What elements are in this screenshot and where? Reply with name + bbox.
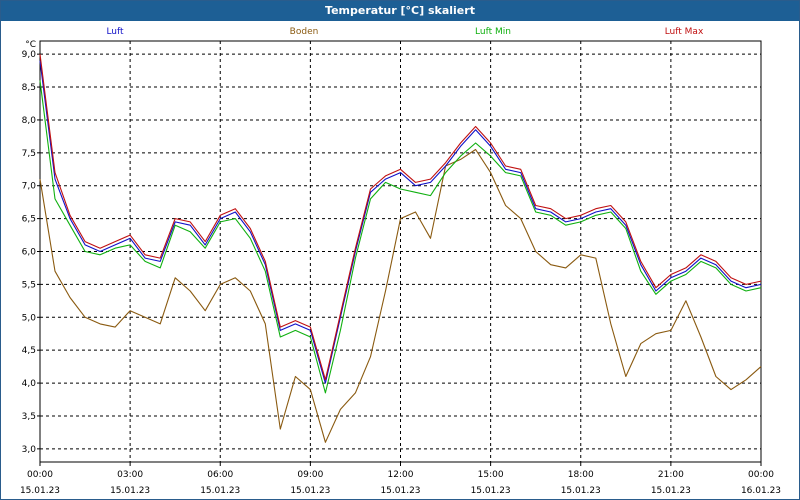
x-tick-date: 15.01.23 [20, 486, 60, 496]
y-tick-label: 9,0 [22, 50, 37, 60]
y-tick-label: 5,5 [22, 280, 36, 290]
y-tick-label: 6,0 [22, 248, 37, 258]
x-tick-date: 15.01.23 [200, 486, 240, 496]
y-tick-label: 4,5 [22, 346, 36, 356]
x-tick-time: 18:00 [568, 470, 594, 480]
x-tick-date: 15.01.23 [110, 486, 150, 496]
x-tick-date: 15.01.23 [380, 486, 420, 496]
y-tick-label: 8,5 [22, 83, 36, 93]
y-tick-label: 6,5 [22, 215, 36, 225]
y-tick-label: 4,0 [22, 379, 37, 389]
x-tick-time: 03:00 [117, 470, 143, 480]
x-tick-time: 06:00 [207, 470, 233, 480]
y-axis-unit: °C [25, 40, 36, 50]
series-line-luft [39, 60, 762, 384]
x-tick-time: 00:00 [748, 470, 774, 480]
series-line-boden [39, 148, 762, 443]
legend-luft: Luft [106, 27, 124, 37]
x-tick-time: 21:00 [658, 470, 684, 480]
x-tick-time: 09:00 [297, 470, 323, 480]
x-tick-date: 16.01.23 [741, 486, 781, 496]
chart-title: Temperatur [°C] skaliert [1, 1, 799, 21]
legend-luft-max: Luft Max [665, 27, 704, 37]
y-tick-label: 3,5 [22, 412, 36, 422]
x-tick-date: 15.01.23 [561, 486, 601, 496]
x-tick-date: 15.01.23 [290, 486, 330, 496]
x-tick-time: 12:00 [388, 470, 414, 480]
series-line-luft-max [39, 54, 762, 381]
x-tick-date: 15.01.23 [471, 486, 511, 496]
series-line-luft-min [39, 80, 762, 394]
y-tick-label: 7,5 [22, 149, 36, 159]
y-tick-label: 3,0 [22, 445, 37, 455]
x-tick-time: 00:00 [27, 470, 53, 480]
y-tick-label: 8,0 [22, 116, 37, 126]
x-tick-date: 15.01.23 [651, 486, 691, 496]
legend-luft-min: Luft Min [475, 27, 511, 37]
x-tick-time: 15:00 [478, 470, 504, 480]
y-tick-label: 5,0 [22, 313, 37, 323]
legend-boden: Boden [290, 27, 319, 37]
y-tick-label: 7,0 [22, 182, 37, 192]
